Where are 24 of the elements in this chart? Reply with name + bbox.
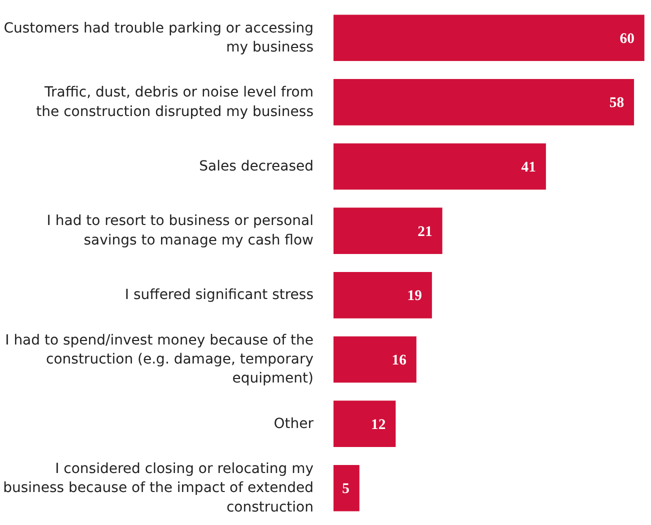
y-tick-label: Customers had trouble parking or accessing my business <box>4 20 314 56</box>
bar <box>334 272 432 318</box>
y-tick-label: I had to spend/invest money because of the construction (e.g. damage, temporary equipment) <box>5 332 314 387</box>
bar <box>334 79 634 126</box>
bar <box>334 336 416 383</box>
y-tick-label: I had to resort to business or personal savings to manage my cash flow <box>46 213 314 248</box>
bar <box>334 208 442 254</box>
bar <box>334 14 644 62</box>
y-tick-label: I considered closing or relocating my business because of the impact of extended construction <box>3 460 314 516</box>
data-label: 41 <box>521 160 536 176</box>
data-label: 21 <box>418 224 432 240</box>
data-label: 60 <box>620 30 634 47</box>
data-label: 12 <box>371 416 386 433</box>
bar <box>334 400 396 447</box>
y-tick-label: Sales decreased <box>199 158 314 175</box>
y-tick-label: Other <box>274 416 314 432</box>
y-tick-label: I suffered significant stress <box>124 287 314 304</box>
bar <box>334 464 360 512</box>
bar <box>334 143 546 190</box>
data-label: 5 <box>342 481 350 498</box>
data-label: 16 <box>392 352 406 368</box>
data-label: 19 <box>407 288 422 304</box>
data-label: 58 <box>609 95 624 112</box>
y-tick-label: Traffic, dust, debris or noise level from the construction disrupted my business <box>36 84 314 120</box>
